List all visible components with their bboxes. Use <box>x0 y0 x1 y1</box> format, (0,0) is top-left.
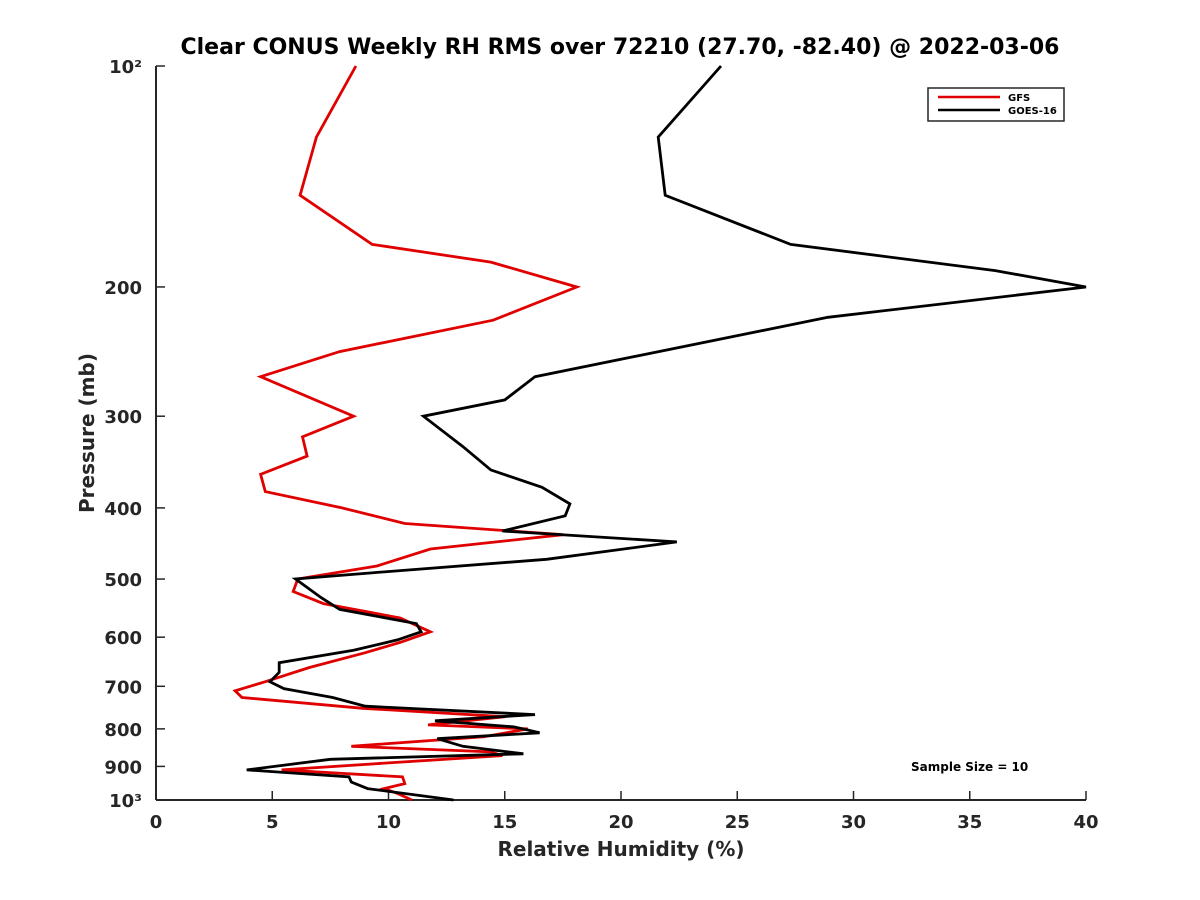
y-tick-label: 600 <box>104 628 142 649</box>
y-tick-label: 200 <box>104 278 142 299</box>
x-tick-label: 5 <box>266 812 279 833</box>
y-tick-label: 300 <box>104 407 142 428</box>
legend-label-goes16: GOES-16 <box>1008 106 1057 117</box>
x-tick-label: 25 <box>725 812 750 833</box>
x-tick-label: 10 <box>376 812 401 833</box>
x-tick-label: 20 <box>608 812 633 833</box>
y-tick-label: 500 <box>104 570 142 591</box>
chart-title: Clear CONUS Weekly RH RMS over 72210 (27… <box>181 35 1060 60</box>
y-tick-label: 800 <box>104 720 142 741</box>
y-tick-label: 700 <box>104 677 142 698</box>
y-axis-label: Pressure (mb) <box>75 353 99 513</box>
x-tick-label: 30 <box>841 812 866 833</box>
x-tick-label: 35 <box>957 812 982 833</box>
x-tick-label: 0 <box>150 812 163 833</box>
x-tick-label: 40 <box>1073 812 1098 833</box>
legend-label-gfs: GFS <box>1008 93 1030 104</box>
y-tick-label: 900 <box>104 757 142 778</box>
legend-box <box>927 87 1065 122</box>
y-ticks: 10² 200 300 400 500 600 700 800 900 10³ <box>104 57 165 812</box>
y-tick-label: 400 <box>104 499 142 520</box>
legend: GFS GOES-16 <box>927 87 1065 122</box>
series-line-goes16 <box>246 65 1087 802</box>
x-ticks: 0 5 10 15 20 25 30 35 40 <box>150 791 1099 833</box>
y-tick-label: 10² <box>109 57 142 78</box>
series-layer <box>232 65 1087 802</box>
sample-size-annotation: Sample Size = 10 <box>911 760 1028 774</box>
y-tick-label: 10³ <box>109 791 142 812</box>
x-tick-label: 15 <box>492 812 517 833</box>
x-axis-label: Relative Humidity (%) <box>497 837 744 861</box>
